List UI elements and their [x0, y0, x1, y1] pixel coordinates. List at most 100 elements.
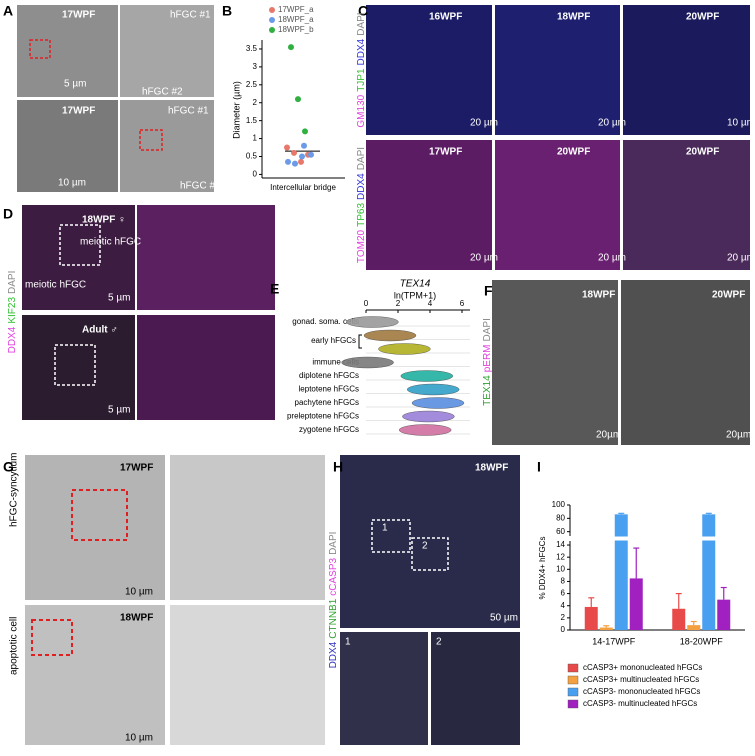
micrograph — [25, 455, 165, 600]
image-label: 1 — [382, 523, 388, 534]
bar — [672, 608, 686, 630]
image-label: 16WPF — [429, 12, 462, 23]
bar — [584, 606, 598, 630]
micrograph — [340, 455, 520, 628]
stain-word: TJP1 — [356, 68, 367, 92]
micrograph — [120, 5, 214, 97]
y-axis-label: % DDX4+ hFGCs — [538, 537, 547, 600]
legend-marker — [269, 7, 275, 13]
bracket — [358, 334, 362, 349]
y-tick-label: pachytene hFGCs — [295, 398, 359, 407]
stain-word: DDX4 — [356, 38, 367, 65]
bar — [717, 599, 731, 630]
micrograph — [137, 205, 275, 310]
y-tick-label: 3.5 — [246, 44, 258, 53]
micrograph — [495, 140, 620, 270]
x-tick-label: 14-17WPF — [592, 636, 636, 646]
micrograph — [366, 140, 492, 270]
x-axis-label: ln(TPM+1) — [394, 290, 436, 300]
stain-word: pERM — [482, 344, 493, 372]
image-label: 5 µm — [108, 405, 130, 416]
image-label: 10 µm — [727, 118, 755, 129]
image-label: hFGC #1 — [168, 106, 209, 117]
stain-word: DAPI — [328, 532, 339, 555]
x-tick-label: 6 — [460, 299, 465, 308]
y-tick-label: 2 — [561, 613, 566, 622]
bar — [614, 514, 628, 630]
image-label: 20µm — [596, 430, 621, 441]
violin — [399, 424, 452, 436]
panel-letter: I — [537, 459, 541, 475]
point — [295, 96, 301, 103]
image-label: hFGC #2 — [142, 87, 183, 98]
chart-title: TEX14 — [400, 279, 431, 290]
image-label: hFGC-syncytium — [9, 453, 20, 527]
y-tick-label: 1 — [253, 134, 258, 143]
zoom-box — [31, 619, 73, 656]
legend-label: cCASP3- mononucleated hFGCs — [583, 687, 700, 696]
zoom-box — [54, 344, 96, 386]
image-label: 20 µm — [598, 118, 626, 129]
y-tick-label: 14 — [556, 540, 565, 549]
micrograph — [621, 280, 750, 445]
micrograph — [495, 5, 620, 135]
y-tick-label: early hFGCs — [311, 336, 356, 345]
zoom-box — [139, 129, 163, 151]
micrograph — [366, 5, 492, 135]
panel-letter: G — [3, 459, 14, 475]
legend-marker — [269, 27, 275, 33]
violin — [378, 343, 431, 355]
y-tick-label: 4 — [561, 601, 566, 610]
legend-swatch — [567, 675, 579, 685]
image-label: 20WPF — [686, 147, 719, 158]
bar — [687, 625, 701, 630]
image-label: 18WPF — [475, 463, 508, 474]
stain-label: TOM20 TP63 DDX4 DAPI — [356, 147, 367, 263]
image-label: meiotic hFGC — [80, 237, 141, 248]
y-tick-label: 12 — [556, 552, 565, 561]
image-label: 20 µm — [598, 253, 626, 264]
image-label: 5 µm — [108, 293, 130, 304]
point — [288, 44, 294, 51]
image-label: 17WPF — [62, 10, 95, 21]
zoom-box — [71, 489, 128, 541]
legend-label: 18WPF_a — [278, 15, 314, 24]
legend-label: 17WPF_a — [278, 5, 314, 14]
violin — [346, 316, 399, 328]
image-label: 17WPF — [62, 106, 95, 117]
image-label: meiotic hFGC — [25, 280, 86, 291]
violin — [400, 370, 453, 382]
y-tick-label: 1.5 — [246, 116, 258, 125]
y-tick-label: 0 — [253, 170, 258, 179]
y-tick-label: 0.5 — [246, 152, 258, 161]
stain-word: DAPI — [356, 147, 367, 170]
stain-word: DAPI — [356, 12, 367, 35]
panel-letter: F — [484, 283, 493, 299]
zoom-box — [59, 224, 101, 266]
y-axis-label: Diameter (µm) — [231, 81, 241, 139]
x-tick-label: 2 — [396, 299, 401, 308]
micrograph — [170, 455, 325, 600]
y-tick-label: 2.5 — [246, 80, 258, 89]
zoom-box — [29, 39, 51, 59]
micrograph — [492, 280, 618, 445]
legend-label: cCASP3+ mononucleated hFGCs — [583, 663, 702, 672]
point — [301, 142, 307, 149]
x-tick-label: 4 — [428, 299, 433, 308]
legend-swatch — [567, 687, 579, 697]
micrograph — [137, 315, 275, 420]
micrograph — [623, 140, 750, 270]
violin — [407, 383, 460, 396]
image-label: hFGC #2 — [180, 181, 221, 192]
micrograph — [22, 205, 135, 310]
violin — [402, 410, 455, 423]
legend-label: cCASP3- multinucleated hFGCs — [583, 699, 697, 708]
stain-label: DDX4 KIF23 DAPI — [7, 271, 18, 354]
zoom-box — [411, 537, 449, 571]
violin — [363, 329, 417, 342]
y-tick-label: 3 — [253, 62, 258, 71]
image-label: 5 µm — [64, 79, 86, 90]
stain-word: cCASP3 — [328, 557, 339, 595]
panel-letter: A — [3, 3, 13, 19]
y-tick-label: 8 — [561, 577, 566, 586]
